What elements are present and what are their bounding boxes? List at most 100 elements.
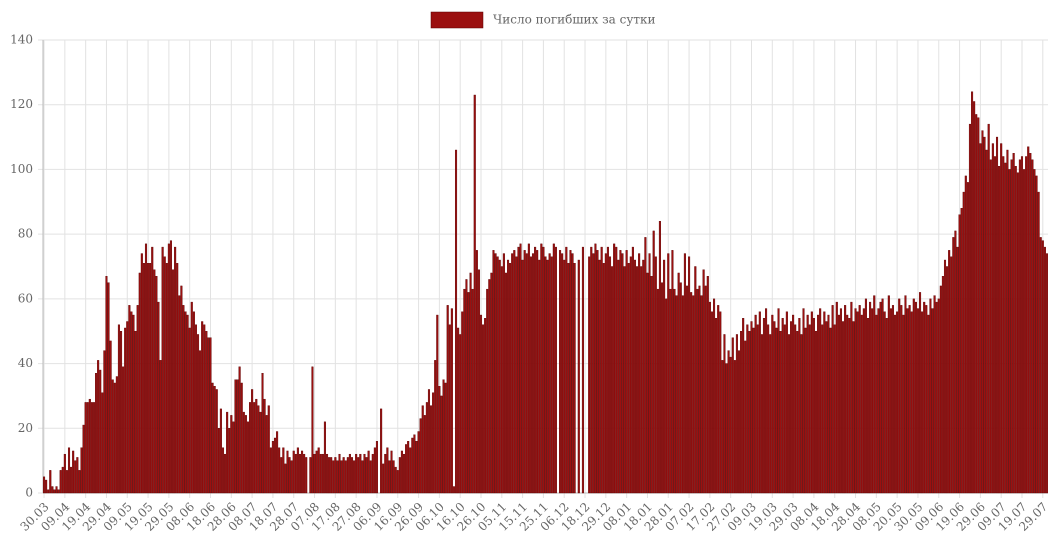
bar xyxy=(758,311,761,494)
bar xyxy=(517,246,520,494)
bar xyxy=(1023,169,1026,494)
bar xyxy=(1043,246,1046,494)
bar xyxy=(161,246,164,494)
bar xyxy=(760,334,763,494)
bar xyxy=(559,250,562,494)
bar xyxy=(136,305,139,494)
bar xyxy=(103,350,106,494)
bar xyxy=(43,476,46,494)
bar xyxy=(232,421,235,494)
bar xyxy=(991,143,994,494)
bar xyxy=(650,276,653,494)
bar xyxy=(935,301,938,494)
bar xyxy=(521,259,524,494)
bar xyxy=(673,288,676,494)
bar xyxy=(615,246,618,494)
bar xyxy=(754,314,757,494)
bar xyxy=(482,324,485,494)
bar xyxy=(1006,149,1009,494)
bar xyxy=(446,305,449,494)
bar xyxy=(313,453,316,494)
bar xyxy=(685,285,689,494)
bar xyxy=(748,331,751,494)
bar xyxy=(887,295,890,494)
bar xyxy=(63,453,66,494)
bar xyxy=(253,402,256,494)
bar xyxy=(975,114,978,494)
bar xyxy=(804,327,807,494)
bar xyxy=(762,318,766,494)
bar xyxy=(916,308,919,494)
bar xyxy=(80,447,83,494)
bar xyxy=(658,220,661,494)
bar xyxy=(186,314,189,494)
bar xyxy=(817,314,820,494)
bar xyxy=(105,276,108,494)
bar xyxy=(648,253,651,494)
bar xyxy=(1020,156,1024,494)
bar xyxy=(357,457,360,494)
bar xyxy=(654,256,657,494)
bar xyxy=(937,298,940,494)
bar xyxy=(215,389,218,494)
bar xyxy=(613,243,616,494)
bar xyxy=(361,460,364,494)
bar xyxy=(956,246,959,494)
bar xyxy=(852,321,855,494)
bar xyxy=(814,331,818,494)
bar xyxy=(839,308,842,494)
bar xyxy=(457,327,460,494)
bar xyxy=(392,460,395,494)
bar xyxy=(783,324,786,494)
bar xyxy=(276,431,279,494)
bar xyxy=(719,311,722,494)
bar xyxy=(430,405,433,494)
bar xyxy=(236,379,239,494)
bar xyxy=(656,288,659,494)
bar xyxy=(617,259,620,494)
bar xyxy=(542,246,545,494)
bar xyxy=(629,256,632,494)
bar xyxy=(600,246,603,494)
bar xyxy=(715,318,718,494)
bar xyxy=(885,318,888,494)
bar xyxy=(519,243,522,494)
bar xyxy=(710,311,713,494)
bar xyxy=(494,253,497,494)
y-tick-label: 0 xyxy=(25,486,33,500)
y-tick-label: 20 xyxy=(18,421,33,435)
bar xyxy=(415,441,418,494)
bar xyxy=(663,259,666,494)
bar xyxy=(174,246,177,494)
bar xyxy=(407,441,410,494)
bar xyxy=(57,489,60,494)
bar xyxy=(548,253,551,494)
bar xyxy=(995,136,999,494)
bar xyxy=(561,253,564,494)
bar xyxy=(234,379,237,494)
bar xyxy=(269,447,272,494)
bar xyxy=(825,321,828,494)
bar xyxy=(513,250,516,494)
bar xyxy=(1033,169,1036,494)
bar xyxy=(531,253,535,494)
bar xyxy=(417,431,420,494)
bar xyxy=(176,263,179,494)
bar xyxy=(627,263,630,494)
bar xyxy=(690,292,693,494)
legend-swatch xyxy=(430,11,484,29)
bar xyxy=(727,350,730,494)
bar xyxy=(230,415,233,494)
bar xyxy=(898,298,901,494)
bar xyxy=(837,314,840,494)
bar xyxy=(488,279,491,494)
bar xyxy=(384,453,387,494)
bar xyxy=(921,311,924,494)
bar xyxy=(84,402,87,494)
bar xyxy=(355,453,358,494)
bar xyxy=(669,288,672,494)
bar xyxy=(180,285,183,494)
bar xyxy=(619,250,622,494)
bar xyxy=(122,366,125,494)
